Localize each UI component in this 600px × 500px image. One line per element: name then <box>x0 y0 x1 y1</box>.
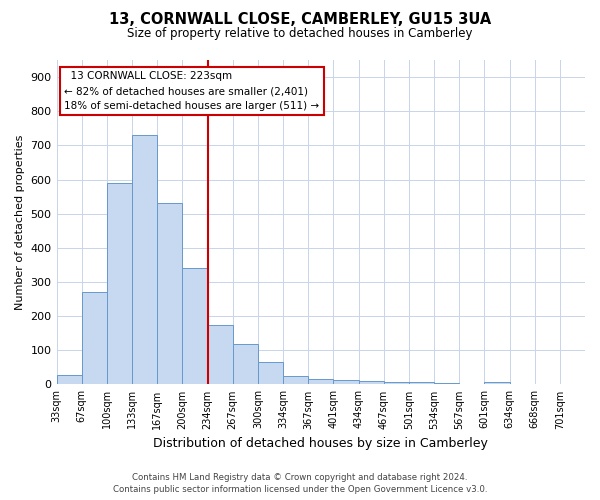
Bar <box>434 382 459 384</box>
Bar <box>132 135 157 384</box>
Bar <box>258 362 283 384</box>
Bar <box>56 375 82 384</box>
Bar <box>182 268 208 384</box>
Text: Contains HM Land Registry data © Crown copyright and database right 2024.
Contai: Contains HM Land Registry data © Crown c… <box>113 472 487 494</box>
Bar <box>484 382 509 384</box>
Bar <box>308 380 334 384</box>
Text: Size of property relative to detached houses in Camberley: Size of property relative to detached ho… <box>127 28 473 40</box>
Bar <box>233 344 258 385</box>
Bar <box>359 382 383 384</box>
Bar <box>208 324 233 384</box>
Y-axis label: Number of detached properties: Number of detached properties <box>15 134 25 310</box>
Bar <box>334 380 359 384</box>
Bar <box>82 292 107 384</box>
X-axis label: Distribution of detached houses by size in Camberley: Distribution of detached houses by size … <box>154 437 488 450</box>
Bar <box>383 382 409 384</box>
Bar <box>157 204 182 384</box>
Text: 13 CORNWALL CLOSE: 223sqm
← 82% of detached houses are smaller (2,401)
18% of se: 13 CORNWALL CLOSE: 223sqm ← 82% of detac… <box>64 72 320 111</box>
Bar <box>409 382 434 384</box>
Text: 13, CORNWALL CLOSE, CAMBERLEY, GU15 3UA: 13, CORNWALL CLOSE, CAMBERLEY, GU15 3UA <box>109 12 491 28</box>
Bar <box>283 376 308 384</box>
Bar <box>107 183 132 384</box>
